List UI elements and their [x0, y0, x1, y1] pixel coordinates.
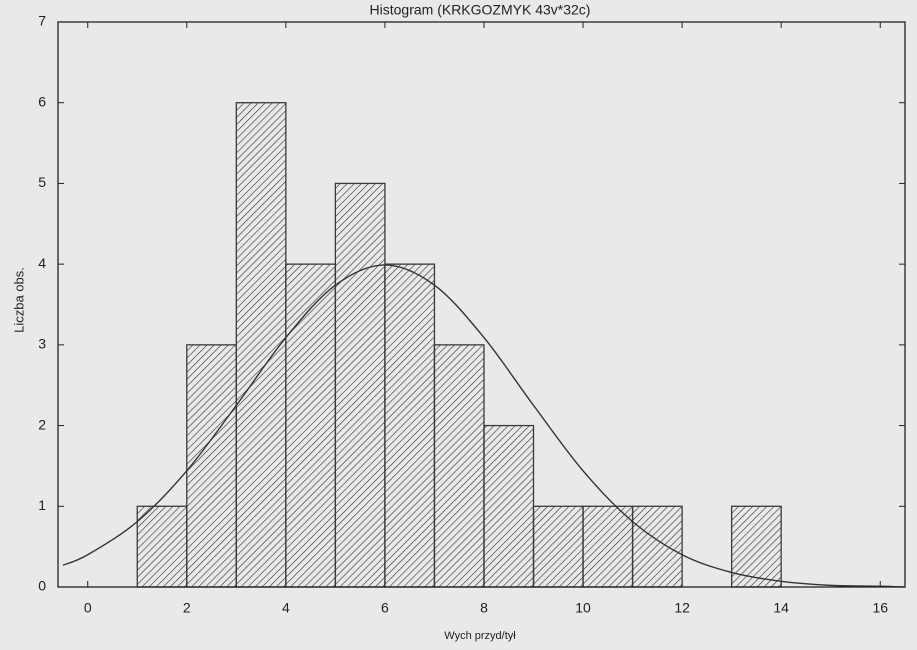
- x-tick-label: 8: [480, 600, 488, 616]
- histogram-bar: [384, 263, 436, 588]
- histogram-bar: [334, 182, 386, 588]
- plot-frame: [57, 21, 906, 588]
- x-tick-label: 14: [773, 600, 789, 616]
- x-tick-label: 6: [381, 600, 389, 616]
- y-tick-label: 2: [38, 416, 46, 432]
- x-tick-label: 12: [674, 600, 690, 616]
- histogram-bar: [433, 344, 485, 588]
- histogram-bar: [483, 424, 535, 588]
- x-tick-label: 16: [872, 600, 888, 616]
- histogram-bar: [582, 505, 634, 588]
- histogram-bar: [532, 505, 584, 588]
- histogram-bar: [730, 505, 782, 588]
- histogram-bar: [235, 102, 287, 588]
- histogram-bar: [631, 505, 683, 588]
- x-tick-label: 0: [84, 600, 92, 616]
- y-tick-label: 3: [38, 336, 46, 352]
- y-tick-label: 0: [38, 578, 46, 594]
- chart-title: Histogram (KRKGOZMYK 43v*32c): [370, 2, 591, 18]
- histogram-bar: [186, 344, 237, 588]
- y-tick-label: 1: [38, 497, 46, 513]
- normal-curve: [62, 264, 906, 588]
- y-tick-label: 5: [38, 174, 46, 190]
- x-tick-label: 4: [282, 600, 290, 616]
- x-tick-label: 10: [575, 600, 591, 616]
- x-axis-label: Wych przyd/tył: [444, 630, 516, 642]
- y-tick-label: 7: [38, 13, 46, 29]
- y-axis-label: Liczba obs.: [11, 267, 26, 333]
- y-tick-label: 6: [38, 93, 46, 109]
- x-tick-label: 2: [183, 600, 191, 616]
- histogram-bar: [136, 505, 188, 588]
- y-tick-label: 4: [38, 255, 46, 271]
- histogram-bar: [285, 263, 337, 588]
